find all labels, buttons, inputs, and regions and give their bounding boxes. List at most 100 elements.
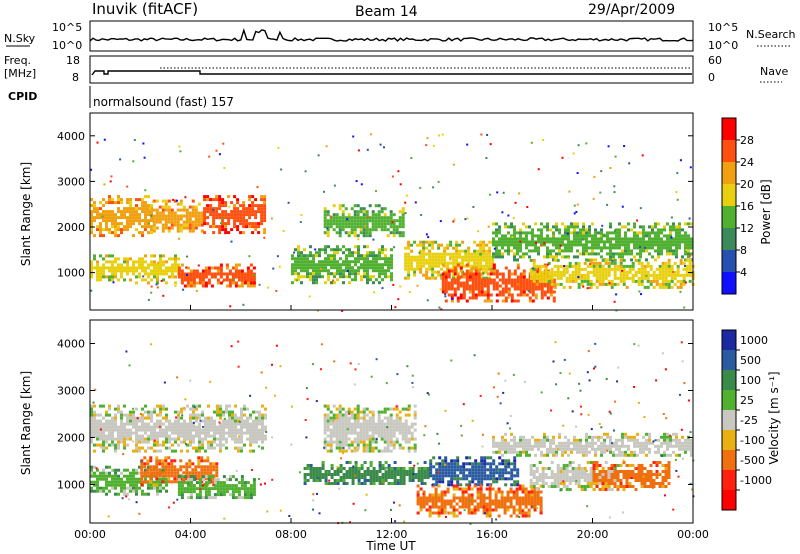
heatmap-cell <box>351 473 355 476</box>
heatmap-cell <box>607 279 611 283</box>
heatmap-cell <box>420 479 424 482</box>
heatmap-cell <box>513 234 516 238</box>
heatmap-cell <box>473 261 477 265</box>
heatmap-cell <box>465 275 469 279</box>
heatmap-cell <box>248 207 252 211</box>
heatmap-cell <box>465 483 469 487</box>
heatmap-cell <box>203 207 207 211</box>
heatmap-cell <box>108 228 111 232</box>
heatmap-cell <box>568 261 572 265</box>
heatmap-cell <box>374 219 378 223</box>
heatmap-cell <box>315 269 318 273</box>
heatmap-cell <box>558 246 561 250</box>
heatmap-cell <box>201 487 205 491</box>
heatmap-cell <box>198 437 201 441</box>
heatmap-cell <box>242 222 246 226</box>
heatmap-cell <box>425 276 429 280</box>
heatmap-speckle <box>360 183 363 186</box>
heatmap-cell <box>365 407 369 411</box>
heatmap-cell <box>601 276 605 280</box>
heatmap-speckle <box>689 166 692 169</box>
heatmap-cell <box>141 260 144 264</box>
heatmap-cell <box>350 225 354 229</box>
heatmap-cell <box>225 487 229 491</box>
heatmap-cell <box>180 407 183 411</box>
heatmap-cell <box>525 225 528 229</box>
noise-right-tick-bottom: 10^0 <box>708 39 738 52</box>
heatmap-cell <box>183 431 186 435</box>
heatmap-cell <box>332 213 336 217</box>
heatmap-cell <box>378 251 381 255</box>
heatmap-cell <box>486 290 490 294</box>
heatmap-cell <box>675 234 678 238</box>
heatmap-cell <box>371 440 375 444</box>
heatmap-cell <box>252 478 256 482</box>
heatmap-cell <box>380 410 384 414</box>
heatmap-cell <box>231 281 235 285</box>
heatmap-cell <box>147 434 150 438</box>
heatmap-cell <box>429 468 433 472</box>
heatmap-cell <box>606 237 609 241</box>
heatmap-cell <box>428 261 432 265</box>
heatmap-cell <box>120 434 123 438</box>
heatmap-speckle <box>276 255 279 258</box>
heatmap-cell <box>529 258 533 262</box>
heatmap-cell <box>189 475 193 479</box>
heatmap-cell <box>534 293 538 297</box>
heatmap-cell <box>390 254 393 258</box>
heatmap-cell <box>350 231 354 235</box>
heatmap-cell <box>389 428 393 432</box>
heatmap-cell <box>419 261 423 265</box>
heatmap-cell <box>495 287 499 291</box>
heatmap-cell <box>666 237 669 241</box>
heatmap-cell <box>685 258 689 262</box>
heatmap-cell <box>219 481 223 485</box>
heatmap-cell <box>158 205 162 209</box>
heatmap-cell <box>99 266 102 270</box>
heatmap-cell <box>339 257 342 261</box>
heatmap-cell <box>474 296 478 300</box>
heatmap-speckle <box>441 133 444 136</box>
heatmap-cell <box>516 246 519 250</box>
heatmap-cell <box>519 290 523 294</box>
heatmap-cell <box>164 214 168 218</box>
heatmap-cell <box>488 258 492 262</box>
heatmap-cell <box>425 508 429 512</box>
heatmap-cell <box>372 254 375 258</box>
heatmap-cell <box>147 219 150 223</box>
heatmap-cell <box>329 410 333 414</box>
heatmap-cell <box>99 234 102 238</box>
heatmap-cell <box>384 275 387 279</box>
heatmap-cell <box>485 264 489 268</box>
heatmap-cell <box>93 201 96 205</box>
heatmap-cell <box>141 263 144 267</box>
heatmap-cell <box>395 225 399 229</box>
noise-left-tick-top: 10^5 <box>52 21 82 34</box>
heatmap-speckle <box>466 217 469 220</box>
heatmap-cell <box>165 437 168 441</box>
heatmap-cell <box>528 225 531 229</box>
heatmap-cell <box>237 275 241 279</box>
heatmap-cell <box>471 465 475 469</box>
heatmap-cell <box>684 231 687 235</box>
heatmap-cell <box>156 443 159 447</box>
heatmap-cell <box>231 416 234 420</box>
heatmap-cell <box>102 449 105 453</box>
heatmap-speckle <box>609 167 612 169</box>
heatmap-cell <box>353 228 357 232</box>
heatmap-cell <box>315 266 318 270</box>
heatmap-cell <box>144 195 147 199</box>
heatmap-cell <box>243 487 247 491</box>
heatmap-cell <box>294 278 297 282</box>
heatmap-cell <box>531 284 535 288</box>
heatmap-cell <box>330 248 333 252</box>
heatmap-cell <box>654 231 657 235</box>
heatmap-cell <box>482 240 486 244</box>
heatmap-cell <box>188 471 192 475</box>
heatmap-cell <box>428 267 432 271</box>
heatmap-cell <box>189 275 193 279</box>
heatmap-cell <box>387 482 391 485</box>
heatmap-cell <box>558 243 561 247</box>
heatmap-cell <box>252 493 256 497</box>
heatmap-cell <box>111 477 114 481</box>
